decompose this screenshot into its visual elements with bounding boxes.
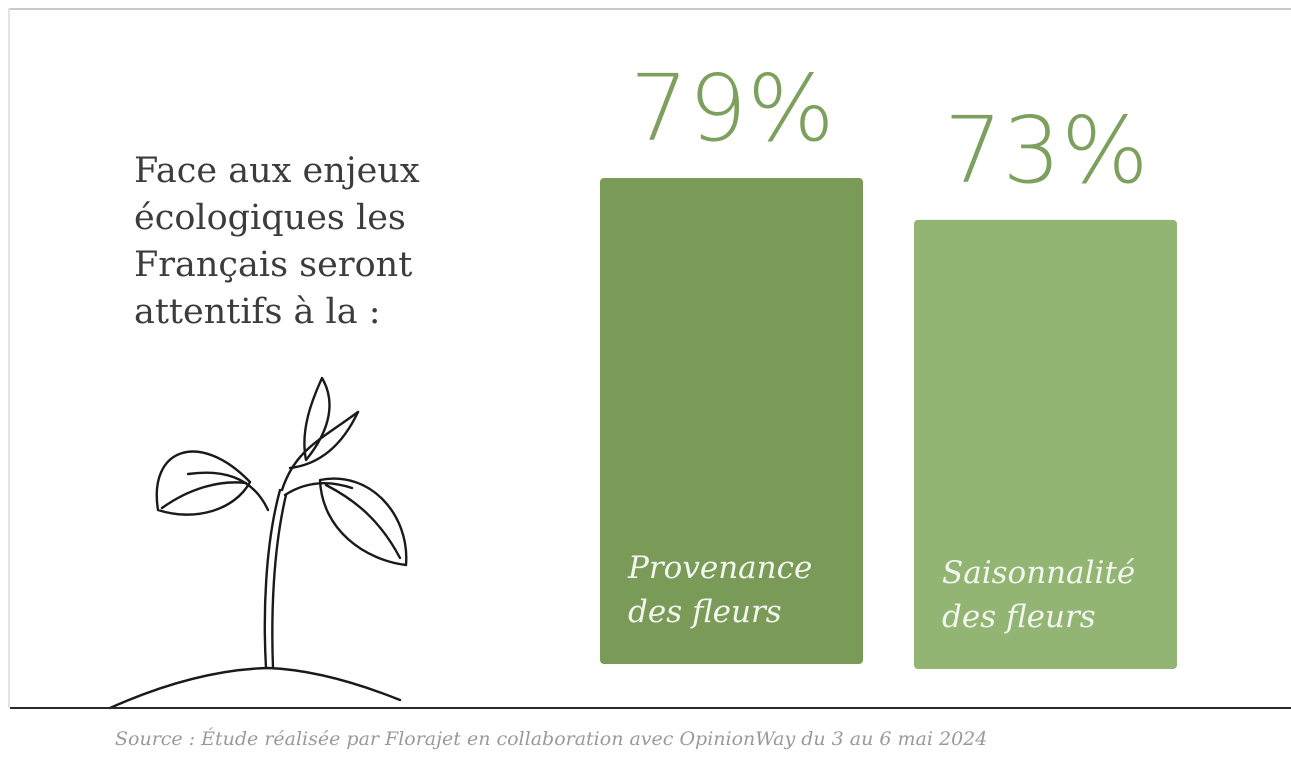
headline-line-3: Français seront	[134, 245, 413, 285]
baseline-rule	[10, 707, 1291, 709]
source-note: Source : Étude réalisée par Florajet en …	[115, 728, 988, 750]
sprout-icon	[108, 376, 408, 710]
headline-line-1: Face aux enjeux	[134, 151, 420, 191]
value-label-1: 79%	[630, 55, 834, 162]
headline-line-2: écologiques les	[134, 198, 406, 238]
bar-2	[914, 219, 1177, 670]
category-label-1-line-1: Provenance	[627, 550, 812, 586]
frame-left-border	[8, 8, 10, 708]
category-label-2-line-2: des fleurs	[942, 599, 1096, 635]
headline: Face aux enjeux écologiques les Français…	[134, 148, 464, 336]
category-label-1-line-2: des fleurs	[628, 594, 782, 630]
bar-1	[600, 178, 863, 664]
value-label-2: 73%	[944, 97, 1148, 204]
headline-line-4: attentifs à la :	[134, 292, 381, 332]
category-label-2-line-1: Saisonnalité	[942, 555, 1135, 591]
frame-top-border	[8, 8, 1291, 10]
